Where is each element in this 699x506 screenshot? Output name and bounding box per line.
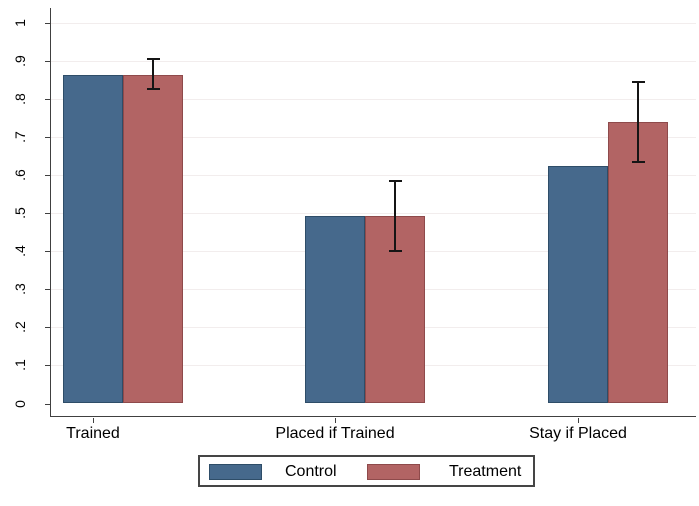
error-bar-cap	[388, 179, 402, 182]
bar-control-3	[548, 166, 608, 404]
y-tick	[45, 174, 50, 176]
legend-swatch-control	[209, 464, 262, 480]
y-tick-label: .7	[12, 130, 28, 143]
y-tick	[45, 365, 50, 367]
error-bar-line	[152, 58, 154, 90]
bar-treatment-3	[608, 121, 668, 404]
y-tick-label: .5	[12, 207, 28, 219]
y-tick-label: .9	[12, 54, 28, 67]
x-tick	[93, 418, 94, 423]
bar-treatment-1	[123, 74, 183, 404]
legend-label-treatment: Treatment	[449, 463, 522, 480]
legend-label-control: Control	[285, 463, 337, 480]
axes	[50, 8, 696, 417]
y-tick-label: .6	[12, 169, 28, 181]
x-tick-label: Stay if Placed	[529, 425, 627, 442]
y-tick-label: 0	[12, 399, 28, 408]
y-tick-label: .1	[12, 359, 28, 372]
gridline	[51, 98, 696, 100]
y-tick	[45, 327, 50, 329]
error-bar-cap	[631, 80, 645, 83]
gridline	[51, 22, 696, 24]
bar-control-1	[63, 74, 123, 404]
y-tick	[45, 289, 50, 291]
x-tick	[578, 418, 579, 423]
y-tick-label: .4	[12, 245, 28, 257]
error-bar-cap	[631, 160, 645, 163]
x-tick	[335, 418, 336, 423]
x-tick-label: Trained	[66, 425, 120, 442]
legend: Control Treatment	[198, 455, 535, 487]
legend-swatch-treatment	[367, 464, 420, 480]
y-tick	[45, 60, 50, 62]
error-bar-cap	[388, 250, 402, 253]
gridline	[51, 174, 696, 176]
y-tick	[45, 136, 50, 138]
gridline	[51, 60, 696, 62]
y-tick-label: 1	[12, 18, 28, 27]
y-tick-label: .3	[12, 283, 28, 296]
error-bar-line	[394, 180, 396, 252]
error-bar-cap	[146, 88, 160, 91]
gridline	[51, 136, 696, 138]
y-tick	[45, 251, 50, 253]
error-bar-cap	[146, 57, 160, 60]
y-tick-label: .2	[12, 321, 28, 334]
gridline	[51, 213, 696, 214]
y-tick	[45, 213, 50, 214]
error-bar-line	[637, 81, 639, 162]
y-tick-label: .8	[12, 92, 28, 105]
y-tick	[45, 98, 50, 100]
bar-control-2	[305, 216, 365, 404]
x-tick-label: Placed if Trained	[275, 425, 395, 442]
y-tick	[45, 403, 50, 405]
y-tick	[45, 22, 50, 24]
